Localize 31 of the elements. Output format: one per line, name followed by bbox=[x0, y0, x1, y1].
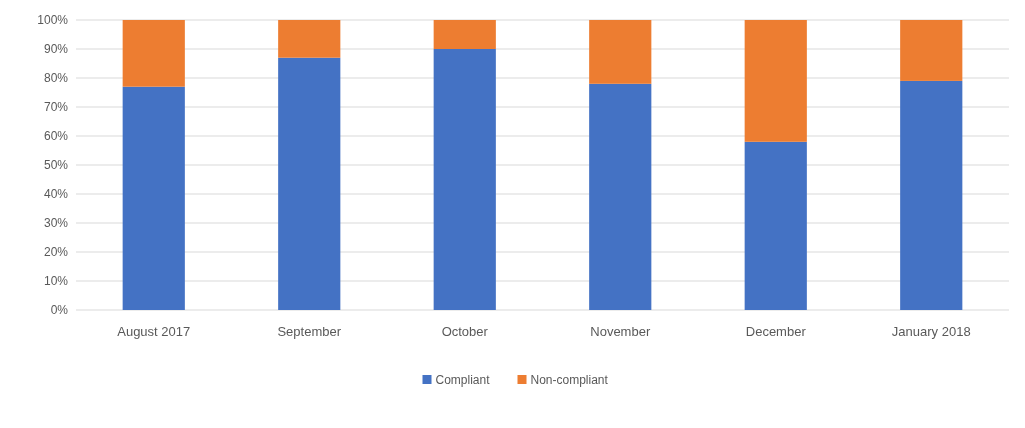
bar bbox=[744, 20, 807, 142]
y-tick-label: 90% bbox=[43, 42, 69, 57]
y-tick-label: 100% bbox=[37, 13, 69, 28]
bar bbox=[900, 20, 963, 81]
legend-label: Compliant bbox=[435, 373, 491, 388]
y-tick-label: 70% bbox=[43, 100, 69, 115]
x-tick-label: August 2017 bbox=[117, 324, 191, 339]
bar bbox=[278, 57, 341, 310]
x-tick-label: October bbox=[441, 324, 489, 339]
bar bbox=[433, 49, 496, 310]
x-tick-label: November bbox=[590, 324, 651, 339]
bar bbox=[900, 80, 963, 310]
x-tick-label: January 2018 bbox=[891, 324, 971, 339]
y-tick-label: 60% bbox=[43, 129, 69, 144]
y-tick-label: 0% bbox=[50, 303, 69, 318]
y-tick-label: 10% bbox=[43, 274, 69, 289]
bar bbox=[278, 20, 341, 58]
legend-label: Non-compliant bbox=[530, 373, 609, 388]
bar bbox=[433, 20, 496, 49]
y-tick-label: 20% bbox=[43, 245, 69, 260]
y-tick-label: 80% bbox=[43, 71, 69, 86]
bar bbox=[122, 20, 185, 87]
x-tick-label: December bbox=[745, 324, 807, 339]
x-tick-label: September bbox=[277, 324, 342, 339]
y-tick-label: 40% bbox=[43, 187, 69, 202]
y-tick-label: 30% bbox=[43, 216, 69, 231]
y-tick-label: 50% bbox=[43, 158, 69, 173]
bar bbox=[122, 86, 185, 310]
bar bbox=[589, 20, 652, 84]
bar bbox=[744, 141, 807, 310]
bar bbox=[589, 83, 652, 310]
